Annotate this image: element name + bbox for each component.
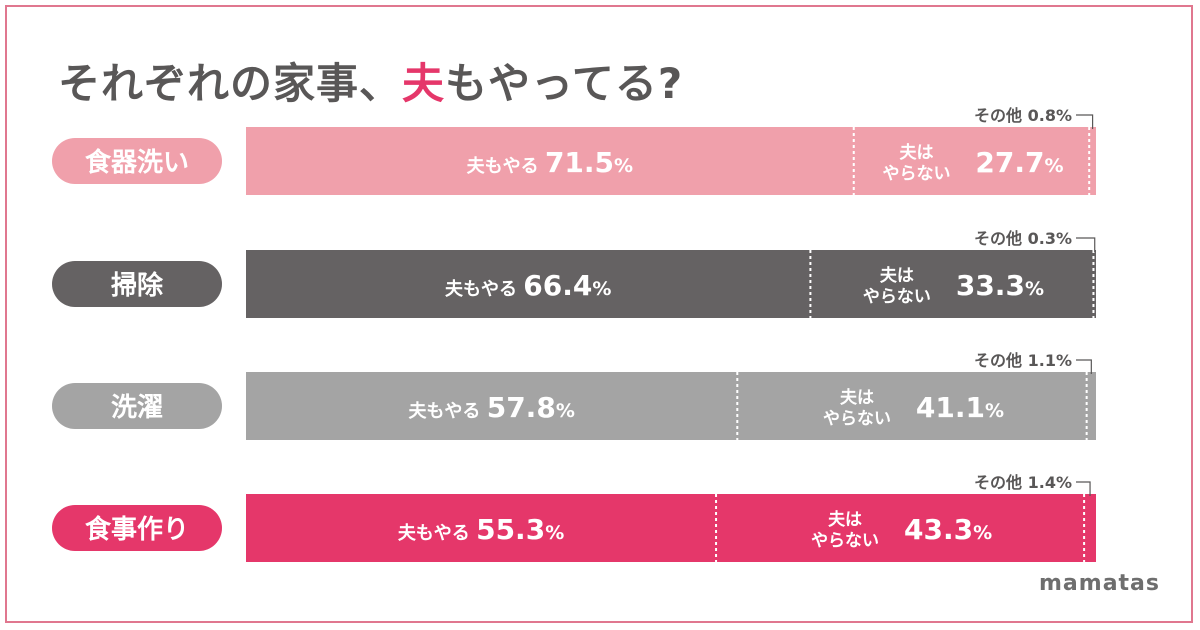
value-label-other: その他 1.1%: [974, 351, 1072, 370]
title-prefix: それぞれの家事、: [58, 59, 403, 108]
brand-logo: mamatas: [1039, 571, 1160, 596]
bar-segment-other: [1093, 250, 1096, 318]
bar-segment-does: [246, 250, 811, 318]
bar-segment-other: [1089, 127, 1096, 195]
value-label-other: その他 1.4%: [974, 473, 1072, 492]
value-label-does: 夫もやる 57.8%: [408, 391, 574, 424]
value-label-does-not: 27.7%: [975, 146, 1063, 179]
category-label: 食事作り: [85, 514, 189, 545]
bar-segment-does-not: [716, 494, 1085, 562]
category-pill: [52, 505, 222, 551]
category-pill: [52, 261, 222, 307]
label-does-not-line1: 夫は: [828, 509, 862, 530]
value-label-other: その他 0.3%: [974, 229, 1072, 248]
label-does-not-line1: 夫は: [880, 265, 914, 286]
value-label-does: 夫もやる 71.5%: [467, 146, 633, 179]
bar-segment-other: [1084, 494, 1096, 562]
category-label: 洗濯: [111, 393, 163, 423]
category-label: 掃除: [111, 270, 164, 301]
bar-segment-does-not: [810, 250, 1094, 318]
category-pill: [52, 383, 222, 429]
bar-segment-other: [1086, 372, 1096, 440]
value-label-does-not: 43.3%: [904, 513, 992, 546]
frame-border: [5, 5, 1193, 623]
label-does-not-line2: やらない: [863, 287, 931, 307]
category-pill: [52, 138, 222, 184]
title-suffix: もやってる?: [445, 59, 684, 108]
bar-segment-does: [246, 372, 738, 440]
category-label: 食器洗い: [85, 147, 189, 178]
other-leader-line: [1076, 237, 1096, 252]
label-does-not-line2: やらない: [811, 531, 879, 551]
value-label-does-not: 41.1%: [916, 391, 1004, 424]
other-leader-line: [1076, 114, 1094, 129]
chart-title: それぞれの家事、夫もやってる?: [58, 50, 683, 111]
title-highlight: 夫: [402, 59, 446, 108]
bar-segment-does: [246, 494, 717, 562]
label-does-not-line1: 夫は: [840, 387, 874, 408]
label-does-not-line1: 夫は: [899, 142, 933, 163]
value-label-does-not: 33.3%: [956, 269, 1044, 302]
value-label-does: 夫もやる 66.4%: [445, 269, 611, 302]
other-leader-line: [1076, 481, 1091, 496]
label-does-not-line2: やらない: [882, 164, 950, 184]
value-label-does: 夫もやる 55.3%: [398, 513, 564, 546]
value-label-other: その他 0.8%: [974, 106, 1072, 125]
bar-segment-does-not: [853, 127, 1090, 195]
bar-segment-does: [246, 127, 854, 195]
label-does-not-line2: やらない: [823, 409, 891, 429]
other-leader-line: [1076, 359, 1092, 374]
bar-segment-does-not: [737, 372, 1087, 440]
